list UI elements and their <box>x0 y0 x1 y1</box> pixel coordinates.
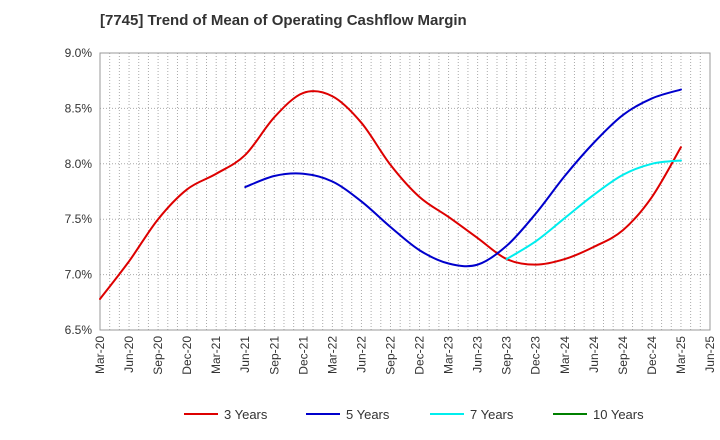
x-tick-label: Dec-23 <box>529 336 543 375</box>
x-tick-label: Dec-21 <box>296 336 310 375</box>
x-tick-label: Jun-24 <box>587 336 601 373</box>
y-tick-label: 8.0% <box>65 157 93 171</box>
legend-label-3-years: 3 Years <box>224 407 268 422</box>
series-line-5-years <box>244 88 682 268</box>
x-tick-label: Jun-22 <box>354 336 368 373</box>
x-tick-label: Sep-21 <box>267 336 281 375</box>
x-tick-label: Mar-21 <box>209 336 223 374</box>
x-tick-label: Sep-22 <box>383 336 397 375</box>
x-tick-label: Mar-25 <box>674 336 688 374</box>
legend-label-7-years: 7 Years <box>470 407 514 422</box>
x-tick-label: Mar-20 <box>93 336 107 374</box>
legend-label-5-years: 5 Years <box>346 407 390 422</box>
y-tick-label: 7.5% <box>65 212 93 226</box>
y-tick-label: 7.0% <box>65 268 93 282</box>
x-tick-label: Sep-20 <box>151 336 165 375</box>
x-tick-label: Dec-20 <box>180 336 194 375</box>
x-tick-label: Dec-22 <box>413 336 427 375</box>
x-tick-label: Mar-22 <box>325 336 339 374</box>
legend: 3 Years 5 Years 7 Years 10 Years <box>184 407 644 422</box>
plot-border <box>99 52 711 331</box>
x-tick-label: Sep-23 <box>500 336 514 375</box>
y-axis: 9.0% 8.5% 8.0% 7.5% 7.0% 6.5% <box>65 46 93 337</box>
x-tick-label: Jun-21 <box>238 336 252 373</box>
x-tick-label: Mar-23 <box>442 336 456 374</box>
chart-title: [7745] Trend of Mean of Operating Cashfl… <box>100 12 467 29</box>
x-axis: Mar-20 Jun-20 Sep-20 Dec-20 Mar-21 Jun-21 Sep-… <box>93 336 717 375</box>
series-line-7-years <box>505 159 682 261</box>
grid <box>100 53 710 330</box>
series-layer <box>99 88 682 300</box>
x-tick-label: Jun-23 <box>471 336 485 373</box>
x-tick-label: Dec-24 <box>645 336 659 375</box>
y-tick-label: 6.5% <box>65 323 93 337</box>
plot-area <box>100 53 710 330</box>
x-tick-label: Jun-25 <box>703 336 717 373</box>
x-tick-label: Sep-24 <box>616 336 630 375</box>
legend-label-10-years: 10 Years <box>593 407 644 422</box>
series-line-3-years <box>99 90 682 300</box>
y-tick-label: 9.0% <box>65 46 93 60</box>
y-tick-label: 8.5% <box>65 101 93 115</box>
x-tick-label: Jun-20 <box>122 336 136 373</box>
x-tick-label: Mar-24 <box>558 336 572 374</box>
